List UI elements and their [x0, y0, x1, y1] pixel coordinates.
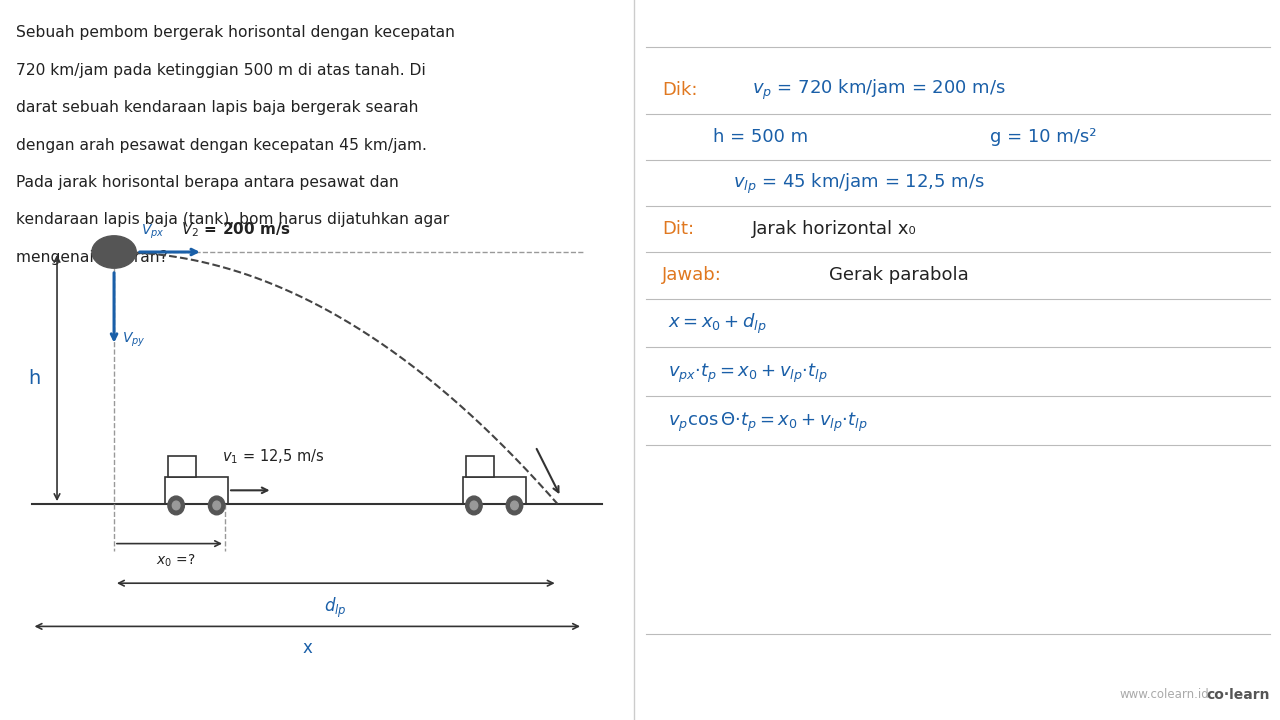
Text: mengenai sasaran?: mengenai sasaran? [15, 250, 168, 265]
Text: kendaraan lapis baja (tank), bom harus dijatuhkan agar: kendaraan lapis baja (tank), bom harus d… [15, 212, 449, 228]
Text: $V_2$ = 200 m/s: $V_2$ = 200 m/s [180, 220, 291, 239]
Text: $v_p$ = 720 km/jam = 200 m/s: $v_p$ = 720 km/jam = 200 m/s [753, 78, 1006, 102]
Ellipse shape [92, 236, 136, 268]
Text: $v_{px}{\cdot}t_p = x_0 + v_{lp}{\cdot}t_{lp}$: $v_{px}{\cdot}t_p = x_0 + v_{lp}{\cdot}t… [668, 361, 828, 384]
Text: $x_0$ =?: $x_0$ =? [156, 552, 196, 569]
Circle shape [470, 501, 477, 510]
Text: Jawab:: Jawab: [662, 266, 722, 284]
FancyBboxPatch shape [168, 456, 196, 477]
Text: $V_{py}$: $V_{py}$ [122, 331, 145, 349]
Text: $v_p \cos\Theta{\cdot}t_p = x_0 + v_{lp}{\cdot}t_{lp}$: $v_p \cos\Theta{\cdot}t_p = x_0 + v_{lp}… [668, 410, 868, 433]
Circle shape [168, 496, 184, 515]
FancyBboxPatch shape [466, 456, 494, 477]
Circle shape [507, 496, 522, 515]
Text: $v_1$ = 12,5 m/s: $v_1$ = 12,5 m/s [221, 447, 324, 466]
Text: g = 10 m/s²: g = 10 m/s² [991, 128, 1097, 145]
Text: Pada jarak horisontal berapa antara pesawat dan: Pada jarak horisontal berapa antara pesa… [15, 175, 398, 190]
Text: $x = x_0 + d_{lp}$: $x = x_0 + d_{lp}$ [668, 312, 767, 336]
Text: Jarak horizontal x₀: Jarak horizontal x₀ [753, 220, 916, 238]
Text: 720 km/jam pada ketinggian 500 m di atas tanah. Di: 720 km/jam pada ketinggian 500 m di atas… [15, 63, 425, 78]
FancyBboxPatch shape [462, 477, 526, 504]
Text: h: h [28, 369, 41, 387]
Circle shape [209, 496, 225, 515]
Text: Gerak parabola: Gerak parabola [829, 266, 969, 284]
Text: $V_{px}$: $V_{px}$ [141, 223, 164, 241]
Text: $v_{lp}$ = 45 km/jam = 12,5 m/s: $v_{lp}$ = 45 km/jam = 12,5 m/s [732, 171, 984, 196]
Circle shape [173, 501, 180, 510]
Circle shape [466, 496, 483, 515]
Text: h = 500 m: h = 500 m [713, 128, 809, 145]
Text: Sebuah pembom bergerak horisontal dengan kecepatan: Sebuah pembom bergerak horisontal dengan… [15, 25, 454, 40]
Text: Dik:: Dik: [662, 81, 698, 99]
Text: $d_{lp}$: $d_{lp}$ [325, 596, 347, 621]
Text: x: x [302, 639, 312, 657]
Text: Dit:: Dit: [662, 220, 694, 238]
Text: www.colearn.id: www.colearn.id [1119, 688, 1208, 701]
Text: darat sebuah kendaraan lapis baja bergerak searah: darat sebuah kendaraan lapis baja berger… [15, 100, 419, 115]
Text: dengan arah pesawat dengan kecepatan 45 km/jam.: dengan arah pesawat dengan kecepatan 45 … [15, 138, 426, 153]
Circle shape [511, 501, 518, 510]
Text: co·learn: co·learn [1206, 688, 1270, 702]
FancyBboxPatch shape [165, 477, 228, 504]
Circle shape [212, 501, 220, 510]
